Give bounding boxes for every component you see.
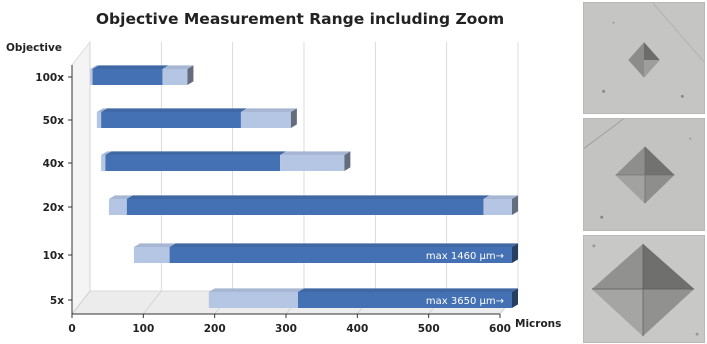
bar-end-face xyxy=(290,108,297,128)
bar-zoom-lower-segment xyxy=(90,69,93,85)
bar-main-segment xyxy=(126,199,484,215)
bar-zoom-upper-segment-top xyxy=(483,195,518,199)
bar-zoom-upper-segment-top xyxy=(280,151,351,155)
bar-zoom-upper-segment xyxy=(483,199,512,215)
bar-zoom-lower-segment-top xyxy=(133,243,176,247)
category-label: 100x xyxy=(35,72,64,84)
category-label: 50x xyxy=(43,115,65,127)
x-tick-label: 300 xyxy=(275,323,297,335)
bar-zoom-upper-segment xyxy=(280,155,345,171)
x-tick-label: 500 xyxy=(418,323,440,335)
x-tick-label: 100 xyxy=(132,323,154,335)
category-label: 40x xyxy=(43,158,65,170)
bar-main-segment xyxy=(298,292,512,308)
x-tick-label: 400 xyxy=(346,323,368,335)
bar-zoom-upper-segment-top xyxy=(240,108,297,112)
indent-image-small xyxy=(583,2,705,114)
x-tick-label: 200 xyxy=(204,323,226,335)
bar-main-segment-top xyxy=(101,108,247,112)
bar-main-segment-top xyxy=(92,65,169,69)
bar-annotation: max 3650 µm→ xyxy=(426,296,504,307)
bar-end-face xyxy=(512,288,518,308)
y-axis-title: Objective xyxy=(6,42,62,54)
bar-zoom-upper-segment xyxy=(162,69,188,85)
floor-gridline xyxy=(71,290,91,315)
bar-main-segment xyxy=(101,112,241,128)
bar-main-segment-top xyxy=(126,195,490,199)
y-axis-categories: 100x 50x 40x 20x 10x 5x xyxy=(35,72,72,307)
floor-gridline xyxy=(143,290,162,315)
plot-wall xyxy=(71,40,91,316)
bar-zoom-lower-segment-top xyxy=(96,108,108,112)
bar-100x xyxy=(90,65,194,85)
bar-zoom-lower-segment-top xyxy=(108,195,133,199)
bar-zoom-upper-segment-top xyxy=(162,65,194,69)
bar-annotation: max 1460 µm→ xyxy=(426,251,504,262)
bar-40x xyxy=(101,151,351,171)
category-label: 5x xyxy=(50,295,64,307)
bar-5x xyxy=(208,288,518,308)
bar-zoom-lower-segment-top xyxy=(101,151,112,155)
bar-end-face xyxy=(512,243,518,263)
x-axis-title: Microns xyxy=(515,318,561,330)
bar-50x xyxy=(96,108,297,128)
bar-20x xyxy=(108,195,518,215)
bar-main-segment xyxy=(92,69,163,85)
bar-zoom-lower-segment-top xyxy=(90,65,99,69)
bar-group: max 1460 µm→ max 3650 µm→ xyxy=(90,65,518,308)
bar-zoom-upper-segment xyxy=(240,112,291,128)
bar-zoom-lower-segment xyxy=(133,247,170,263)
bar-zoom-lower-segment xyxy=(108,199,127,215)
bar-main-segment xyxy=(169,247,512,263)
bar-end-face xyxy=(187,65,194,85)
bar-end-face xyxy=(512,195,518,215)
chart-title: Objective Measurement Range including Zo… xyxy=(96,10,504,28)
x-tick-label: 600 xyxy=(489,323,511,335)
bar-zoom-lower-segment xyxy=(208,292,298,308)
bar-main-segment-top xyxy=(169,243,518,247)
bar-main-segment-top xyxy=(105,151,287,155)
category-label: 20x xyxy=(43,202,65,214)
bar-main-segment xyxy=(105,155,281,171)
bar-zoom-lower-segment xyxy=(96,112,102,128)
indent-image-medium xyxy=(583,118,705,231)
bar-end-face xyxy=(344,151,351,171)
measurement-range-chart: Objective Measurement Range including Zo… xyxy=(6,10,561,335)
bar-10x xyxy=(133,243,518,263)
indent-large-svg xyxy=(584,236,704,342)
bar-main-segment-top xyxy=(298,288,518,292)
x-axis-ticks: 0 100 200 300 400 500 600 xyxy=(68,314,511,335)
x-tick-label: 0 xyxy=(68,323,75,335)
category-label: 10x xyxy=(43,250,65,262)
indent-small-svg xyxy=(584,3,704,113)
indent-image-large xyxy=(583,235,705,343)
bar-zoom-lower-segment-top xyxy=(208,288,304,292)
bar-zoom-lower-segment xyxy=(101,155,106,171)
indent-medium-svg xyxy=(584,119,704,230)
